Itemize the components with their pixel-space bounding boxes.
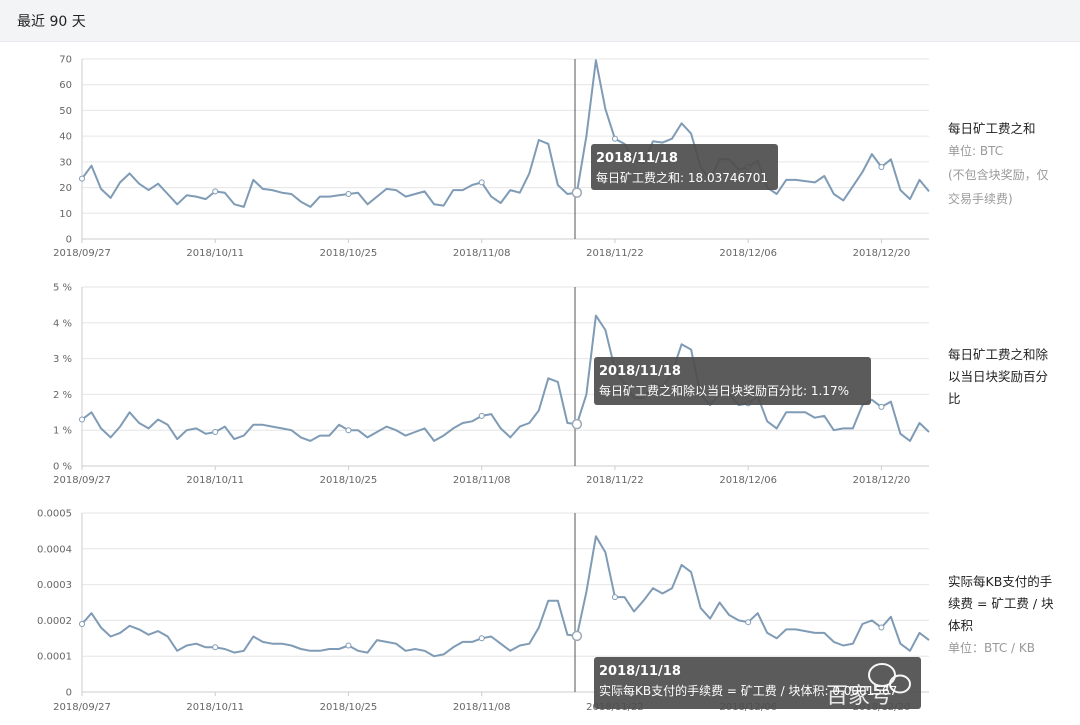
y-tick-label: 5 % <box>53 283 72 294</box>
data-point[interactable] <box>878 403 885 410</box>
page-title: 最近 90 天 <box>17 14 86 30</box>
data-point[interactable] <box>345 191 352 197</box>
data-point[interactable] <box>212 428 219 435</box>
chart-panel-2: 0 % 1 % 2 % 3 % 4 % 5 % 2018/09/27 2018/10/11 20… <box>53 283 1049 487</box>
legend-title-line: 每日矿工费之和除 <box>948 347 1049 362</box>
highlight-point[interactable] <box>571 187 583 198</box>
data-point[interactable] <box>345 427 352 434</box>
x-tick-label: 2018/11/08 <box>453 702 511 713</box>
x-tick-label: 2018/12/06 <box>719 475 777 486</box>
data-point[interactable] <box>212 188 219 195</box>
legend-sub-line: 单位: BTC <box>948 143 1003 158</box>
y-tick-label: 0.0001 <box>37 652 72 663</box>
y-tick-label: 0 <box>66 235 72 246</box>
tooltip-text: 实际每KB支付的手续费 = 矿工费 / 块体积: 0.0001567 <box>599 683 897 698</box>
legend-sub-line: 交易手续费) <box>948 191 1013 206</box>
x-tick-label: 2018/11/22 <box>586 248 644 259</box>
y-tick-label: 30 <box>59 157 72 168</box>
x-tick-label: 2018/09/27 <box>53 475 111 486</box>
x-tick-label: 2018/12/20 <box>853 475 911 486</box>
tooltip-date: 2018/11/18 <box>599 664 681 679</box>
y-tick-label: 4 % <box>53 318 72 329</box>
page-header: 最近 90 天 <box>0 0 1080 42</box>
tooltip-text: 每日矿工费之和: 18.03746701 <box>596 170 768 185</box>
data-point[interactable] <box>878 624 885 631</box>
y-tick-label: 20 <box>59 183 72 194</box>
legend-title-line: 比 <box>948 391 961 406</box>
data-point[interactable] <box>79 416 85 423</box>
x-tick-label: 2018/09/27 <box>53 248 111 259</box>
chart-panel-1: 0 10 20 30 40 50 60 70 2018/09/27 2018/10/11 2018/… <box>53 55 1049 260</box>
y-tick-label: 10 <box>59 209 72 220</box>
legend-title-line: 实际每KB支付的手 <box>948 574 1052 589</box>
y-tick-label: 60 <box>59 80 72 91</box>
tooltip-date: 2018/11/18 <box>599 364 681 379</box>
x-tick-label: 2018/10/25 <box>320 702 378 713</box>
series-line <box>81 59 930 208</box>
data-point[interactable] <box>478 412 485 419</box>
x-tick-label: 2018/12/20 <box>853 248 911 259</box>
data-point[interactable] <box>611 135 618 142</box>
x-tick-label: 2018/10/25 <box>320 248 378 259</box>
tooltip: 2018/11/18 实际每KB支付的手续费 = 矿工费 / 块体积: 0.000… <box>594 657 921 709</box>
data-point[interactable] <box>478 179 485 186</box>
legend-title-line: 体积 <box>948 618 973 633</box>
x-tick-label: 2018/11/22 <box>586 475 644 486</box>
tooltip: 2018/11/18 每日矿工费之和: 18.03746701 <box>591 144 778 190</box>
data-point[interactable] <box>79 175 85 182</box>
y-tick-label: 70 <box>59 55 72 66</box>
legend-title-line: 以当日块奖励百分 <box>948 369 1048 384</box>
series-line <box>81 314 930 442</box>
tooltip-date: 2018/11/18 <box>596 151 678 166</box>
chart-panel-3: 0 0.0001 0.0002 0.0003 0.0004 0.0005 2018/09/2… <box>37 509 1054 714</box>
y-tick-label: 3 % <box>53 354 72 365</box>
tooltip: 2018/11/18 每日矿工费之和除以当日块奖励百分比: 1.17% <box>594 357 871 405</box>
legend-title-line: 每日矿工费之和 <box>948 121 1036 136</box>
legend-title-line: 续费 = 矿工费 / 块 <box>948 596 1054 611</box>
data-point[interactable] <box>478 635 485 642</box>
tooltip-box <box>591 144 778 190</box>
y-tick-label: 0.0003 <box>37 580 72 591</box>
y-tick-label: 0.0005 <box>37 509 72 520</box>
legend-sub-line: 单位：BTC / KB <box>948 640 1035 655</box>
y-tick-label: 0 % <box>53 462 72 473</box>
y-tick-label: 0.0004 <box>37 544 72 555</box>
x-tick-label: 2018/10/25 <box>320 475 378 486</box>
x-tick-label: 2018/12/06 <box>719 248 777 259</box>
wechat-bubble-large <box>868 663 896 687</box>
y-tick-label: 2 % <box>53 390 72 401</box>
x-tick-label: 2018/11/08 <box>453 475 511 486</box>
wechat-bubble-small <box>889 674 911 694</box>
x-tick-label: 2018/09/27 <box>53 702 111 713</box>
y-tick-label: 0 <box>66 688 72 699</box>
y-tick-label: 1 % <box>53 426 72 437</box>
y-tick-label: 50 <box>59 106 72 117</box>
data-point[interactable] <box>212 644 219 651</box>
x-tick-label: 2018/10/11 <box>186 702 244 713</box>
wechat-icon <box>868 663 911 694</box>
watermark-prefix: 百家号 <box>826 684 892 709</box>
legend-sub-line: (不包含块奖励，仅 <box>948 167 1049 182</box>
x-tick-label: 2018/11/08 <box>453 248 511 259</box>
data-point[interactable] <box>745 619 752 626</box>
tooltip-text: 每日矿工费之和除以当日块奖励百分比: 1.17% <box>599 383 849 398</box>
x-tick-label: 2018/10/11 <box>186 248 244 259</box>
highlight-point[interactable] <box>571 630 583 642</box>
y-tick-label: 40 <box>59 132 72 143</box>
tooltip-box <box>594 357 871 405</box>
x-tick-label: 2018/10/11 <box>186 475 244 486</box>
tooltip-box <box>594 657 921 709</box>
data-point[interactable] <box>345 642 352 649</box>
data-point[interactable] <box>611 594 618 601</box>
watermark-brand: 阿比特财经 <box>922 667 1032 692</box>
y-tick-label: 0.0002 <box>37 616 72 627</box>
highlight-point[interactable] <box>571 418 583 430</box>
series-line <box>81 535 930 658</box>
data-point[interactable] <box>79 620 85 627</box>
data-point[interactable] <box>878 164 885 170</box>
